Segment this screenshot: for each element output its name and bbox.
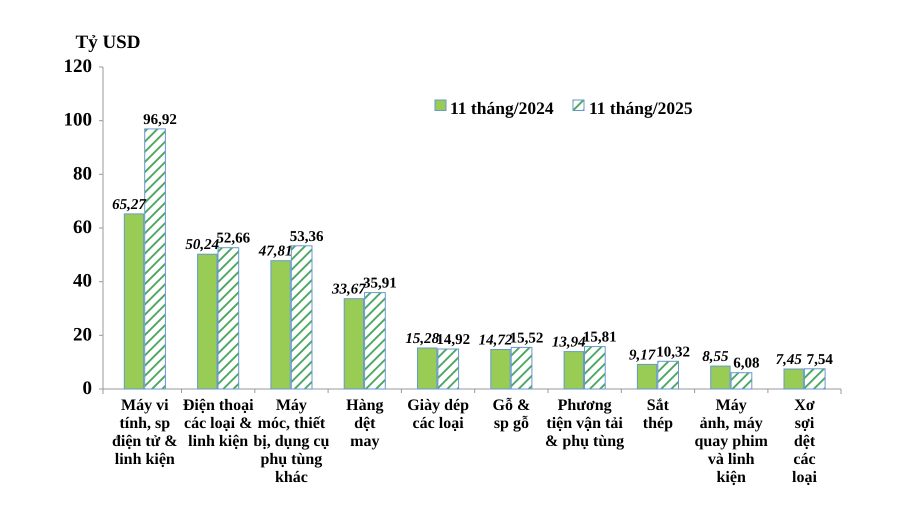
svg-text:96,92: 96,92	[143, 112, 177, 128]
svg-text:80: 80	[73, 163, 92, 184]
svg-text:15,81: 15,81	[583, 330, 617, 346]
svg-text:10,32: 10,32	[656, 344, 690, 360]
svg-text:50,24: 50,24	[185, 237, 219, 253]
svg-text:65,27: 65,27	[112, 197, 146, 213]
svg-text:60: 60	[73, 217, 92, 238]
svg-text:35,91: 35,91	[363, 276, 397, 292]
svg-text:53,36: 53,36	[290, 229, 324, 245]
svg-text:9,17: 9,17	[629, 347, 656, 363]
svg-text:47,81: 47,81	[258, 244, 293, 260]
svg-text:13,94: 13,94	[552, 335, 586, 351]
svg-text:7,54: 7,54	[807, 352, 834, 368]
svg-text:Tỷ USD: Tỷ USD	[76, 32, 141, 53]
svg-text:20: 20	[73, 324, 92, 345]
svg-text:8,55: 8,55	[702, 349, 729, 365]
svg-text:120: 120	[64, 56, 93, 77]
svg-text:7,45: 7,45	[776, 352, 803, 368]
svg-text:6,08: 6,08	[733, 356, 759, 372]
svg-text:52,66: 52,66	[216, 231, 250, 247]
svg-text:40: 40	[73, 271, 92, 292]
svg-text:33,67: 33,67	[331, 282, 366, 298]
svg-text:15,52: 15,52	[510, 330, 544, 346]
svg-text:14,72: 14,72	[479, 333, 513, 349]
svg-text:14,92: 14,92	[436, 332, 470, 348]
svg-text:15,28: 15,28	[405, 331, 439, 347]
svg-text:100: 100	[64, 110, 93, 131]
svg-text:0: 0	[83, 378, 93, 399]
